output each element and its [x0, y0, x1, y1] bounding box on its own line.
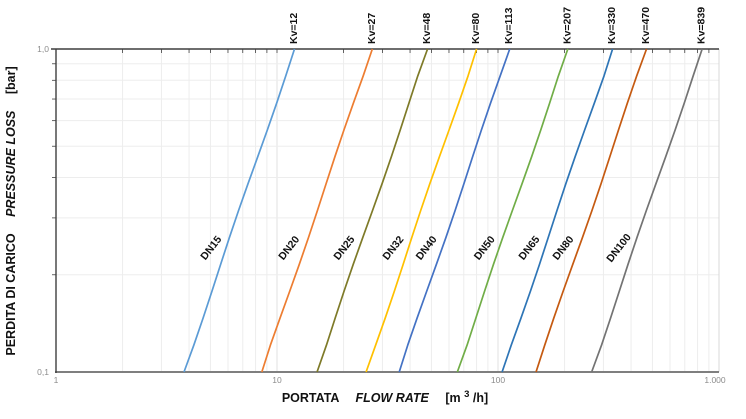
series-layer [183, 48, 703, 373]
series-kv-label: Kv=48 [421, 13, 433, 44]
series-kv-label: Kv=839 [696, 7, 708, 44]
series-kv-label: Kv=80 [470, 13, 482, 44]
x-axis-unit-pre: [m [445, 391, 460, 405]
series-line-DN40 [398, 48, 511, 373]
series-dn-label: DN80 [550, 234, 576, 263]
series-kv-label: Kv=207 [561, 7, 573, 44]
series-kv-label: Kv=330 [606, 7, 618, 44]
x-tick-label: 1 [54, 375, 59, 385]
series-line-DN15 [183, 48, 296, 373]
series-dn-label: DN65 [516, 234, 542, 263]
y-axis-title-italian: PERDITA DI CARICO [4, 233, 18, 356]
series-dn-label: DN15 [198, 234, 224, 263]
x-tick-label: 1.000 [704, 375, 726, 385]
series-kv-label: Kv=113 [503, 7, 515, 44]
series-dn-label: DN20 [276, 234, 302, 263]
x-axis-title-italian: PORTATA [282, 391, 340, 405]
series-line-DN65 [501, 48, 614, 373]
series-kv-label: Kv=12 [288, 13, 300, 44]
y-tick-label: 0,1 [37, 367, 49, 377]
series-dn-label: DN32 [380, 234, 406, 263]
x-tick-label: 10 [272, 375, 282, 385]
x-axis-title-english: FLOW RATE [355, 391, 429, 405]
series-line-DN100 [590, 48, 703, 373]
y-axis-unit: [bar] [4, 66, 18, 94]
y-axis-title: PERDITA DI CARICO PRESSURE LOSS [bar] [4, 66, 18, 355]
series-dn-label: DN40 [414, 234, 440, 263]
series-line-DN25 [316, 48, 429, 373]
series-line-DN80 [535, 48, 648, 373]
series-kv-label: Kv=470 [640, 7, 652, 44]
x-axis-unit-post: /h] [473, 391, 488, 405]
y-tick-label: 1,0 [37, 44, 49, 54]
x-axis-unit-sup: 3 [464, 389, 469, 400]
y-axis-title-english: PRESSURE LOSS [4, 110, 18, 217]
axes-layer [51, 48, 720, 373]
grid-layer [56, 49, 719, 372]
series-line-DN20 [261, 48, 374, 373]
series-line-DN32 [365, 48, 478, 373]
x-tick-label: 100 [491, 375, 505, 385]
series-dn-label: DN25 [331, 234, 357, 263]
series-kv-label: Kv=27 [366, 13, 378, 44]
series-dn-label: DN50 [472, 234, 498, 263]
series-line-DN50 [456, 48, 569, 373]
x-axis-title: PORTATA FLOW RATE [m 3 /h] [282, 386, 488, 405]
